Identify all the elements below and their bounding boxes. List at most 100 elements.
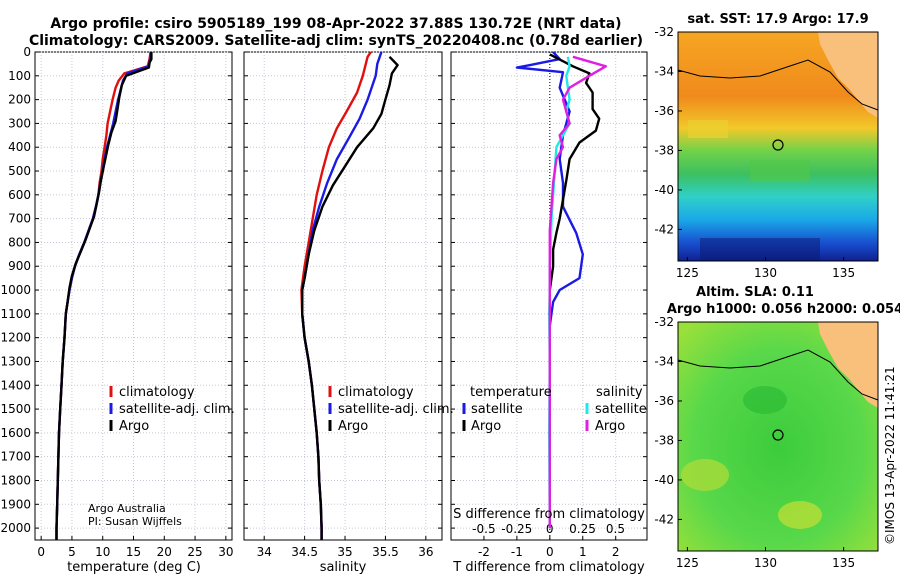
y-tick-label: 400 bbox=[8, 140, 31, 154]
legend-label-climatology: climatology bbox=[119, 385, 195, 400]
series-line-argo bbox=[55, 52, 153, 540]
x-tick-label: 5 bbox=[68, 545, 76, 559]
land-mass bbox=[818, 322, 878, 408]
x-tick-label: 2 bbox=[612, 545, 620, 559]
x-tick-label: 0 bbox=[37, 545, 45, 559]
y-tick-label: 1400 bbox=[0, 378, 31, 392]
map-y-tick-label: -32 bbox=[654, 25, 674, 39]
map-y-tick-label: -38 bbox=[654, 143, 674, 157]
y-tick-label: 1200 bbox=[0, 331, 31, 345]
x-tick-label: 35.5 bbox=[372, 545, 399, 559]
y-tick-label: 100 bbox=[8, 69, 31, 83]
y-tick-label: 1100 bbox=[0, 307, 31, 321]
x-tick-label: 35 bbox=[337, 545, 352, 559]
temperature-xlabel: temperature (deg C) bbox=[67, 560, 201, 575]
x-tick-label: 20 bbox=[157, 545, 172, 559]
sla-eddy bbox=[778, 501, 822, 529]
y-tick-label: 0 bbox=[23, 45, 31, 59]
x-tick-label: 30 bbox=[218, 545, 233, 559]
map-y-tick-label: -42 bbox=[654, 222, 674, 236]
land-mass bbox=[818, 32, 878, 118]
map-y-tick-label: -34 bbox=[654, 64, 674, 78]
x-tick-label: 1 bbox=[579, 545, 587, 559]
y-tick-label: 1700 bbox=[0, 450, 31, 464]
y-tick-label: 900 bbox=[8, 259, 31, 273]
sla-map-frame bbox=[677, 321, 879, 552]
sla-eddy bbox=[681, 459, 729, 491]
sst-patch bbox=[750, 160, 810, 182]
difference-xlabel-top: S difference from climatology bbox=[453, 507, 645, 522]
s-tick-label: 0.25 bbox=[569, 522, 596, 536]
credit-argo-australia: Argo Australia bbox=[88, 502, 166, 515]
temperature-legend: climatology satellite-adj. clim. Argo bbox=[109, 385, 235, 434]
legend-label-satellite: satellite-adj. clim. bbox=[338, 402, 454, 417]
x-tick-label: 15 bbox=[126, 545, 141, 559]
shelf-contour bbox=[677, 59, 879, 111]
s-tick-label: 0.5 bbox=[606, 522, 625, 536]
legend-label-argo-t: Argo bbox=[471, 419, 501, 434]
y-tick-label: 800 bbox=[8, 235, 31, 249]
sst-map-frame bbox=[677, 31, 879, 262]
sst-patch bbox=[688, 120, 728, 138]
map-y-tick-label: -42 bbox=[654, 512, 674, 526]
salinity-legend: climatology satellite-adj. clim. Argo bbox=[328, 385, 454, 434]
y-tick-label: 1500 bbox=[0, 402, 31, 416]
map-y-tick-label: -38 bbox=[654, 433, 674, 447]
s-tick-label: -0.5 bbox=[472, 522, 495, 536]
y-tick-label: 600 bbox=[8, 188, 31, 202]
y-tick-label: 200 bbox=[8, 93, 31, 107]
argo-float-marker bbox=[772, 139, 784, 151]
sst-map-title: sat. SST: 17.9 Argo: 17.9 bbox=[687, 12, 868, 27]
sla-map-title-2: Argo h1000: 0.056 h2000: 0.054 bbox=[667, 302, 900, 317]
y-tick-label: 1600 bbox=[0, 426, 31, 440]
sla-eddy bbox=[743, 386, 787, 414]
map-x-tick-label: 135 bbox=[832, 266, 855, 280]
y-tick-label: 1900 bbox=[0, 497, 31, 511]
map-y-tick-label: -36 bbox=[654, 394, 674, 408]
difference-legend: temperature satellite Argo salinity sate… bbox=[462, 385, 647, 434]
series-line-argo-s bbox=[548, 55, 607, 529]
series-line-argo bbox=[301, 55, 399, 540]
legend-label-argo: Argo bbox=[338, 419, 368, 434]
legend-label-satellite: satellite-adj. clim. bbox=[119, 402, 235, 417]
map-y-tick-label: -32 bbox=[654, 315, 674, 329]
legend-label-argo: Argo bbox=[119, 419, 149, 434]
title-line-2: Climatology: CARS2009. Satellite-adj cli… bbox=[29, 33, 643, 49]
shelf-contour bbox=[677, 349, 879, 401]
x-tick-label: 34 bbox=[257, 545, 272, 559]
sst-patch bbox=[700, 238, 820, 261]
x-tick-label: -2 bbox=[478, 545, 490, 559]
map-x-tick-label: 125 bbox=[676, 266, 699, 280]
x-tick-label: 36 bbox=[418, 545, 433, 559]
x-tick-label: -1 bbox=[511, 545, 523, 559]
y-tick-label: 700 bbox=[8, 212, 31, 226]
difference-xlabel: T difference from climatology bbox=[452, 560, 645, 575]
legend-title-temperature: temperature bbox=[470, 385, 552, 400]
imos-credit: ©IMOS 13-Apr-2022 11:41:21 bbox=[883, 366, 897, 545]
y-tick-label: 1000 bbox=[0, 283, 31, 297]
y-tick-label: 1300 bbox=[0, 354, 31, 368]
credit-pi: PI: Susan Wijffels bbox=[88, 515, 182, 528]
map-x-tick-label: 130 bbox=[754, 266, 777, 280]
x-tick-label: 10 bbox=[95, 545, 110, 559]
sla-map-title-1: Altim. SLA: 0.11 bbox=[696, 285, 814, 300]
map-y-tick-label: -34 bbox=[654, 354, 674, 368]
salinity-xlabel: salinity bbox=[320, 560, 367, 575]
sst-map bbox=[677, 31, 879, 262]
s-tick-label: -0.25 bbox=[501, 522, 532, 536]
sla-map bbox=[677, 321, 879, 552]
legend-label-climatology: climatology bbox=[338, 385, 414, 400]
x-tick-label: 25 bbox=[187, 545, 202, 559]
legend-label-satellite-t: satellite bbox=[471, 402, 523, 417]
argo-float-marker bbox=[772, 429, 784, 441]
map-x-tick-label: 135 bbox=[832, 556, 855, 570]
salinity-panel bbox=[243, 51, 443, 541]
x-tick-label: 0 bbox=[546, 545, 554, 559]
map-x-tick-label: 130 bbox=[754, 556, 777, 570]
s-tick-label: 0 bbox=[546, 522, 554, 536]
map-y-tick-label: -40 bbox=[654, 473, 674, 487]
title-line-1: Argo profile: csiro 5905189_199 08-Apr-2… bbox=[50, 16, 621, 32]
map-x-tick-label: 125 bbox=[676, 556, 699, 570]
map-y-tick-label: -36 bbox=[654, 104, 674, 118]
